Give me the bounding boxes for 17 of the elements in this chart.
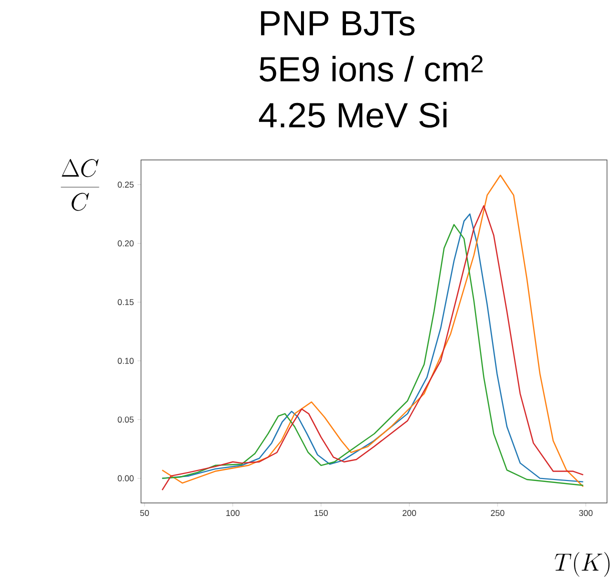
- x-tick-label: 300: [579, 510, 593, 516]
- text: 4.25 MeV Si: [259, 102, 446, 128]
- y-tick-label: 0.05: [118, 416, 134, 423]
- y-axis-title: $\frac{\Delta C}{C}$: [60, 159, 100, 211]
- y-tick-label: 0.00: [118, 475, 134, 482]
- x-tick-label: 150: [314, 510, 328, 516]
- x-tick-label: 100: [226, 510, 240, 516]
- x-tick-label: 250: [490, 510, 504, 516]
- y-tick-label: 0.25: [118, 182, 134, 188]
- x-tick-label: 50: [140, 510, 149, 516]
- chart-subtitle: 5E9 ions / cm$^{2}$: [260, 55, 483, 82]
- x-axis-title: $T(K)$: [554, 552, 610, 577]
- x-tick-label: 200: [402, 510, 416, 516]
- y-tick-label: 0.10: [118, 358, 134, 364]
- y-tick-label: 0.15: [118, 299, 134, 306]
- chart-title: PNP BJTs: [261, 11, 414, 36]
- y-tick-label: 0.20: [118, 240, 134, 246]
